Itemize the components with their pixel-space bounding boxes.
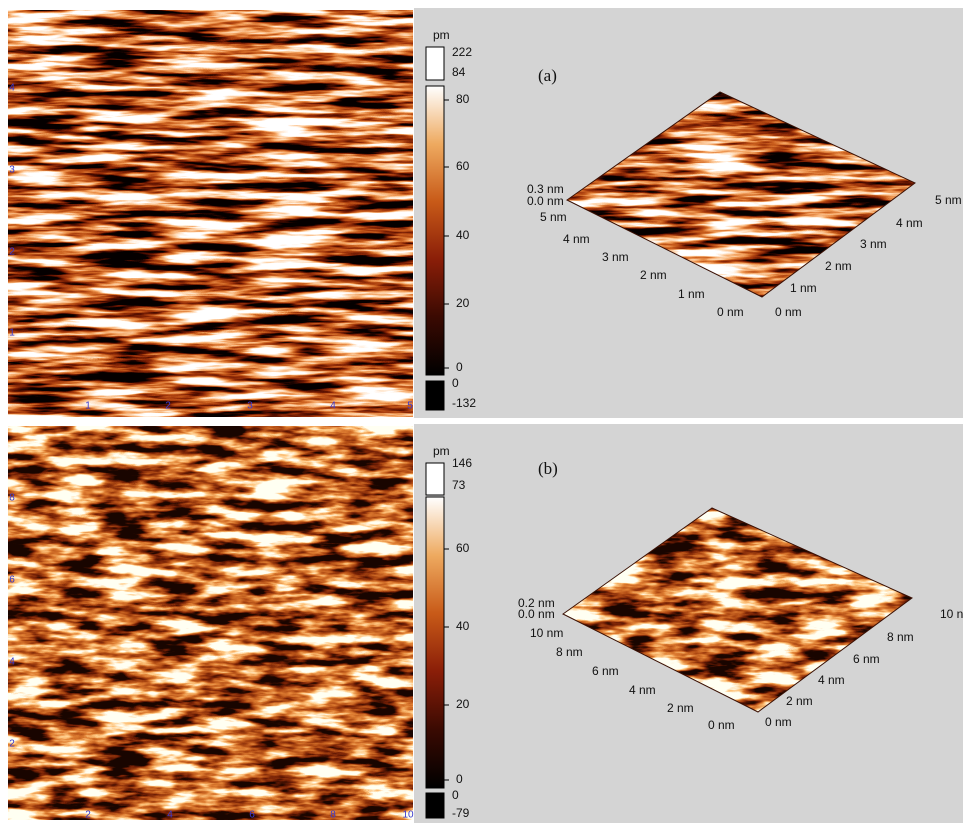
x-tick-label: 4 <box>167 810 173 821</box>
axis-label: 0 nm <box>765 715 792 729</box>
x-tick-label: 1 <box>85 401 91 412</box>
axis-label: 3 nm <box>860 237 887 251</box>
scale-label: -79 <box>452 806 470 820</box>
axis-label: 2 nm <box>667 701 694 715</box>
x-tick-label: 10 <box>402 810 414 821</box>
axis-label: 4 nm <box>563 232 590 246</box>
y-tick-label: 8 <box>9 493 15 504</box>
x-tick-label: 8 <box>330 810 336 821</box>
scale-label: 20 <box>456 296 470 310</box>
scale-label: 80 <box>456 92 470 106</box>
color-bar <box>425 85 445 376</box>
scale-label: 0 <box>456 772 463 786</box>
axis-label: 10 nm <box>940 607 963 621</box>
x-tick-label: 6 <box>249 810 255 821</box>
scale-bottom-box <box>425 380 445 411</box>
axis-label: 8 nm <box>887 630 914 644</box>
surface-edge <box>566 91 916 298</box>
afm-image <box>8 426 413 820</box>
scale-top-box <box>425 462 445 496</box>
z-label: 0.0 nm <box>518 607 555 621</box>
x-tick-label: 3 <box>247 401 253 412</box>
scale-label: 20 <box>456 697 470 711</box>
y-tick-label: 2 <box>9 247 15 258</box>
y-tick-label: 4 <box>9 83 15 94</box>
scale-bottom-box <box>425 792 445 819</box>
axis-label: 5 nm <box>935 193 962 207</box>
x-tick-label: 2 <box>165 401 171 412</box>
axis-label: 6 nm <box>853 652 880 666</box>
panel-label: (a) <box>538 66 557 85</box>
scale-label: 0 <box>456 360 463 374</box>
axis-label: 4 nm <box>629 683 656 697</box>
scale-label: 60 <box>456 541 470 555</box>
axis-label: 5 nm <box>540 210 567 224</box>
scale-top-box <box>425 46 445 81</box>
y-tick-label: 4 <box>9 657 15 668</box>
x-tick-label: 5 <box>407 401 413 412</box>
surface-edge <box>562 507 913 713</box>
scale-label: 0 <box>452 376 459 390</box>
panel-label: (b) <box>538 459 558 478</box>
axis-label: 2 nm <box>825 259 852 273</box>
axis-label: 4 nm <box>818 673 845 687</box>
afm-image <box>8 10 413 417</box>
z-label: 0.3 nm <box>527 182 564 196</box>
scale-label: -132 <box>452 396 476 410</box>
unit-label: pm <box>433 444 450 458</box>
axis-label: 1 nm <box>678 287 705 301</box>
scale-label: 40 <box>456 619 470 633</box>
axis-label: 6 nm <box>592 664 619 678</box>
axis-label: 0 nm <box>708 718 735 732</box>
axis-label: 0 nm <box>717 305 744 319</box>
y-tick-label: 6 <box>9 575 15 586</box>
axis-label: 0 nm <box>775 305 802 319</box>
x-tick-label: 2 <box>85 810 91 821</box>
z-label: 0.2 nm <box>518 596 555 610</box>
y-tick-label: 1 <box>9 328 15 339</box>
x-tick-label: 4 <box>330 401 336 412</box>
axis-label: 4 nm <box>896 216 923 230</box>
color-bar <box>425 496 445 789</box>
unit-label: pm <box>433 28 450 42</box>
z-label: 0.0 nm <box>527 194 564 208</box>
axis-label: 8 nm <box>556 645 583 659</box>
scale-label: 73 <box>452 478 466 492</box>
scale-label: 40 <box>456 228 470 242</box>
axis-label: 3 nm <box>602 250 629 264</box>
scale-label: 60 <box>456 159 470 173</box>
y-tick-label: 3 <box>9 165 15 176</box>
scale-label: 146 <box>452 456 472 470</box>
axis-label: 2 nm <box>786 694 813 708</box>
scale-label: 0 <box>452 788 459 802</box>
scale-label: 222 <box>452 45 472 59</box>
surface-3d <box>567 92 915 297</box>
axis-label: 1 nm <box>790 281 817 295</box>
axis-label: 2 nm <box>640 268 667 282</box>
axis-label: 10 nm <box>530 626 563 640</box>
scale-label: 84 <box>452 65 466 79</box>
y-tick-label: 2 <box>9 739 15 750</box>
